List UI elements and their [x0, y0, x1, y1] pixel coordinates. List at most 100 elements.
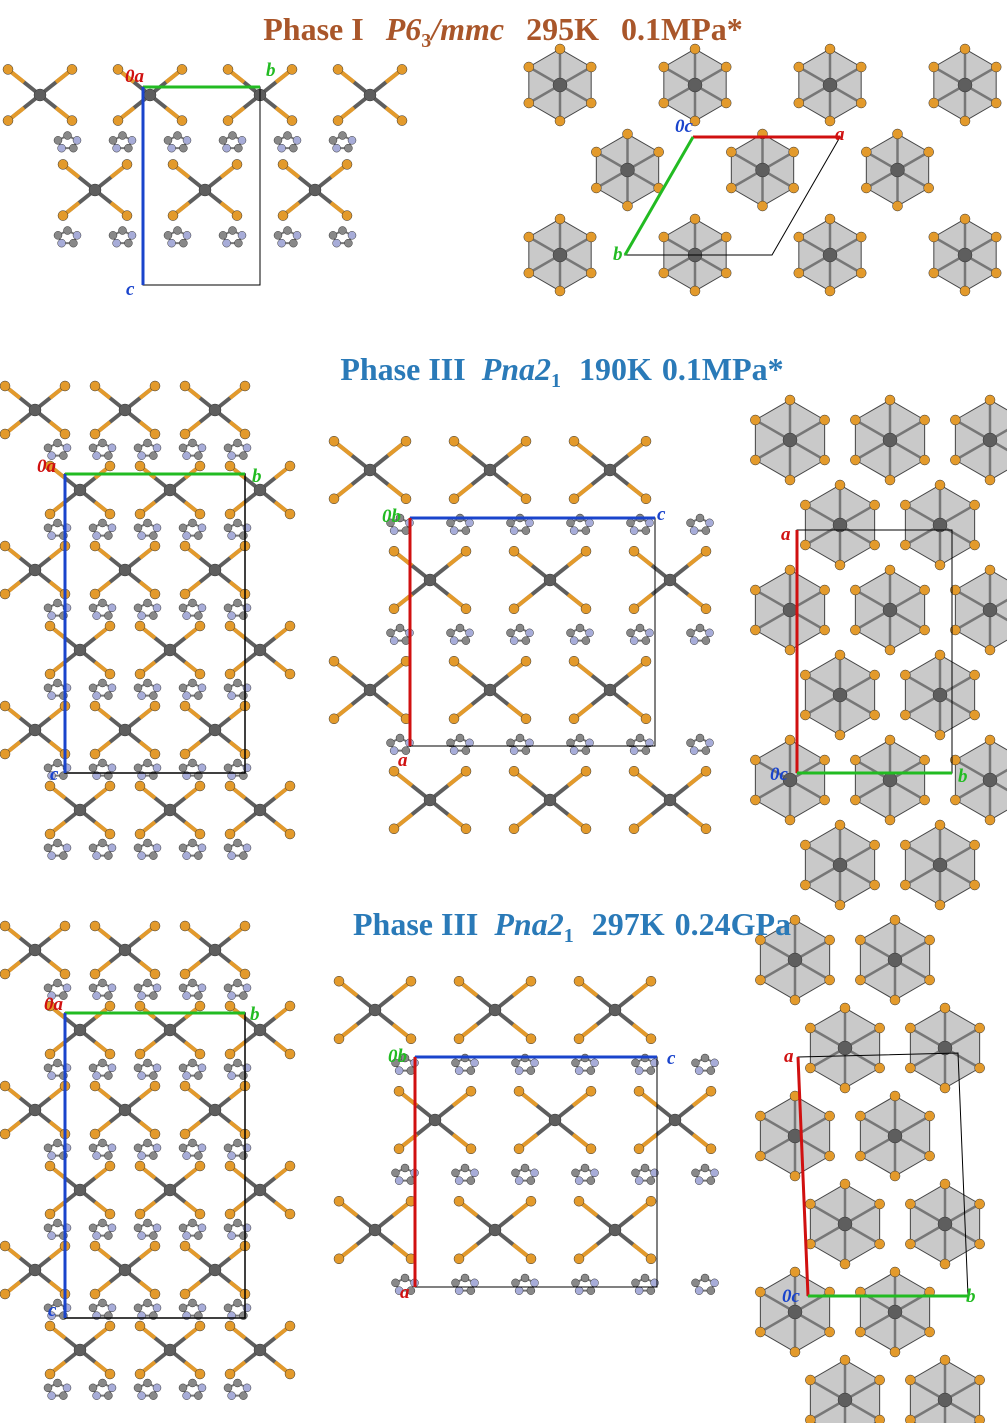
atom	[92, 691, 101, 700]
atom	[700, 1163, 710, 1173]
atom	[133, 1223, 143, 1233]
atom	[969, 539, 980, 551]
atom	[89, 700, 101, 712]
atom	[149, 920, 161, 932]
atom	[509, 746, 519, 755]
atom	[633, 1143, 645, 1155]
atom	[182, 1391, 191, 1400]
atom	[726, 146, 737, 158]
atom	[104, 1368, 116, 1380]
atom	[88, 1143, 98, 1153]
atom	[800, 839, 811, 851]
atom	[394, 1066, 404, 1075]
axis-labels: 0a b c 0c a b 0a b c 0b c a a 0c b 0a b …	[37, 60, 976, 1321]
atom	[88, 1383, 98, 1393]
atom	[47, 531, 56, 540]
atom	[508, 823, 520, 835]
atom	[939, 1002, 951, 1014]
atom	[635, 623, 645, 633]
atom	[526, 1066, 536, 1075]
atom	[194, 1320, 206, 1332]
atom	[188, 678, 197, 688]
atom	[819, 794, 830, 806]
atom	[824, 213, 836, 225]
atom	[197, 683, 207, 693]
atom	[982, 432, 998, 448]
atom	[28, 403, 42, 417]
atom	[107, 763, 117, 773]
atom	[645, 738, 654, 748]
atom	[163, 1343, 177, 1357]
atom	[448, 655, 460, 667]
atom	[347, 136, 357, 145]
atom	[234, 238, 243, 248]
space-group-suffix: /mmc	[429, 11, 504, 47]
atom	[626, 738, 635, 748]
atom	[850, 754, 861, 766]
atom	[143, 518, 152, 528]
atom	[182, 1231, 191, 1240]
atom	[223, 1143, 233, 1153]
atom	[750, 794, 761, 806]
atom	[884, 394, 896, 406]
atom	[112, 238, 121, 248]
atom	[179, 1240, 191, 1252]
atom	[515, 623, 525, 633]
atom	[112, 115, 124, 126]
atom	[990, 97, 1002, 109]
atom	[237, 136, 247, 145]
axis-label: 0c	[675, 116, 694, 137]
atom	[289, 238, 298, 248]
atom	[839, 1002, 851, 1014]
atom	[233, 518, 242, 528]
atom	[233, 1218, 242, 1228]
atom	[182, 691, 191, 700]
atom	[640, 713, 652, 725]
atom	[700, 1053, 710, 1063]
atom	[755, 162, 770, 178]
atom	[239, 428, 251, 440]
atom	[194, 1151, 203, 1160]
atom	[178, 1383, 188, 1393]
atom	[44, 1160, 56, 1172]
atom	[511, 1058, 520, 1068]
atom	[640, 1163, 650, 1173]
atom	[861, 146, 872, 158]
atom	[188, 1138, 197, 1148]
atom	[640, 1273, 650, 1283]
atom	[149, 531, 158, 540]
axis-label: b	[250, 1004, 260, 1025]
atom	[934, 729, 946, 741]
atom	[819, 414, 830, 426]
atom	[581, 526, 591, 535]
atom	[788, 182, 799, 194]
atom	[889, 914, 901, 926]
atom	[233, 1298, 242, 1308]
atom	[939, 1354, 951, 1366]
atom	[695, 733, 705, 743]
atom	[465, 738, 474, 748]
atom	[218, 231, 228, 240]
atom	[137, 611, 146, 620]
atom	[423, 573, 437, 587]
atom	[228, 131, 237, 140]
atom	[824, 285, 836, 297]
atom	[137, 851, 146, 860]
atom	[149, 991, 158, 1000]
atom	[239, 1151, 248, 1160]
atom	[391, 1278, 400, 1288]
axis-b	[623, 136, 695, 256]
atom	[43, 763, 53, 773]
atom	[837, 1216, 853, 1232]
atom	[47, 771, 56, 780]
atom	[179, 1128, 191, 1140]
atom	[691, 1058, 700, 1068]
atom	[332, 115, 344, 126]
atom	[990, 267, 1002, 279]
atom	[455, 733, 465, 743]
atom	[506, 628, 515, 638]
atom	[152, 1143, 162, 1153]
atom	[855, 974, 866, 986]
atom	[104, 611, 113, 620]
atom	[822, 247, 838, 263]
